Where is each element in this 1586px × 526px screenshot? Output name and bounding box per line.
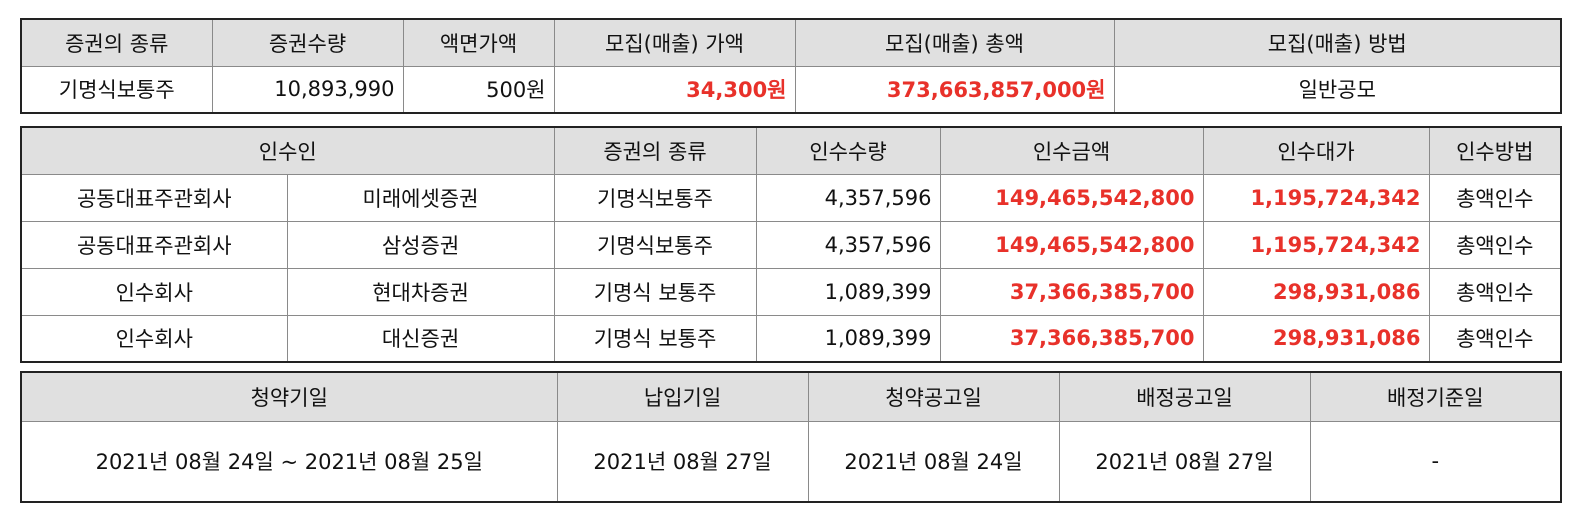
security-quantity: 10,893,990 (211, 65, 404, 114)
underwriter-role: 인수회사 (20, 314, 288, 363)
underwriters-header-row: 인수인 증권의 종류 인수수량 인수금액 인수대가 인수방법 (20, 126, 1562, 175)
par-value: 500원 (402, 65, 555, 114)
allotment-record-date: - (1309, 420, 1562, 503)
header-par-value: 액면가액 (402, 18, 555, 67)
header-quantity: 증권수량 (211, 18, 404, 67)
underwriter-role: 공동대표주관회사 (20, 173, 288, 222)
security-type: 기명식보통주 (553, 173, 757, 222)
header-offer-price: 모집(매출) 가액 (553, 18, 796, 67)
offer-method: 일반공모 (1113, 65, 1562, 114)
table-row: 공동대표주관회사 삼성증권 기명식보통주 4,357,596 149,465,5… (20, 220, 1562, 269)
header-underwrite-amount: 인수금액 (939, 126, 1204, 175)
underwriter-name: 대신증권 (286, 314, 555, 363)
header-underwrite-method: 인수방법 (1428, 126, 1562, 175)
table-row: 인수회사 대신증권 기명식 보통주 1,089,399 37,366,385,7… (20, 314, 1562, 363)
underwrite-method: 총액인수 (1428, 314, 1562, 363)
header-underwriter: 인수인 (20, 126, 555, 175)
underwriter-role: 공동대표주관회사 (20, 220, 288, 269)
underwriter-name: 현대차증권 (286, 267, 555, 316)
underwrite-quantity: 1,089,399 (755, 267, 941, 316)
schedule-table: 청약기일 납입기일 청약공고일 배정공고일 배정기준일 2021년 08월 24… (20, 371, 1562, 503)
offer-total: 373,663,857,000원 (794, 65, 1115, 114)
header-underwrite-quantity: 인수수량 (755, 126, 941, 175)
underwrite-quantity: 4,357,596 (755, 220, 941, 269)
header-subscription-date: 청약기일 (20, 371, 558, 422)
underwrite-fee: 1,195,724,342 (1202, 173, 1430, 222)
offering-header-row: 증권의 종류 증권수량 액면가액 모집(매출) 가액 모집(매출) 총액 모집(… (20, 18, 1562, 67)
offering-data-row: 기명식보통주 10,893,990 500원 34,300원 373,663,8… (20, 65, 1562, 114)
schedule-data-row: 2021년 08월 24일 ~ 2021년 08월 25일 2021년 08월 … (20, 420, 1562, 503)
underwrite-fee: 298,931,086 (1202, 267, 1430, 316)
underwrite-quantity: 4,357,596 (755, 173, 941, 222)
header-subscription-notice-date: 청약공고일 (807, 371, 1060, 422)
header-offer-total: 모집(매출) 총액 (794, 18, 1115, 67)
subscription-notice-date: 2021년 08월 24일 (807, 420, 1060, 503)
underwrite-amount: 149,465,542,800 (939, 173, 1204, 222)
offering-table: 증권의 종류 증권수량 액면가액 모집(매출) 가액 모집(매출) 총액 모집(… (20, 18, 1562, 114)
underwrite-method: 총액인수 (1428, 267, 1562, 316)
security-type: 기명식보통주 (553, 220, 757, 269)
underwrite-method: 총액인수 (1428, 173, 1562, 222)
underwriter-name: 삼성증권 (286, 220, 555, 269)
header-payment-date: 납입기일 (556, 371, 809, 422)
underwriters-table: 인수인 증권의 종류 인수수량 인수금액 인수대가 인수방법 공동대표주관회사 … (20, 126, 1562, 363)
underwrite-method: 총액인수 (1428, 220, 1562, 269)
underwrite-amount: 37,366,385,700 (939, 314, 1204, 363)
underwriter-role: 인수회사 (20, 267, 288, 316)
table-row: 공동대표주관회사 미래에셋증권 기명식보통주 4,357,596 149,465… (20, 173, 1562, 222)
offer-price: 34,300원 (553, 65, 796, 114)
payment-date: 2021년 08월 27일 (556, 420, 809, 503)
underwrite-amount: 37,366,385,700 (939, 267, 1204, 316)
header-security-type: 증권의 종류 (553, 126, 757, 175)
underwrite-quantity: 1,089,399 (755, 314, 941, 363)
underwrite-fee: 298,931,086 (1202, 314, 1430, 363)
header-underwrite-fee: 인수대가 (1202, 126, 1430, 175)
security-type: 기명식 보통주 (553, 267, 757, 316)
allotment-notice-date: 2021년 08월 27일 (1058, 420, 1311, 503)
header-allotment-record-date: 배정기준일 (1309, 371, 1562, 422)
security-type: 기명식 보통주 (553, 314, 757, 363)
subscription-date: 2021년 08월 24일 ~ 2021년 08월 25일 (20, 420, 558, 503)
schedule-header-row: 청약기일 납입기일 청약공고일 배정공고일 배정기준일 (20, 371, 1562, 422)
header-offer-method: 모집(매출) 방법 (1113, 18, 1562, 67)
header-allotment-notice-date: 배정공고일 (1058, 371, 1311, 422)
underwriter-name: 미래에셋증권 (286, 173, 555, 222)
underwrite-fee: 1,195,724,342 (1202, 220, 1430, 269)
underwrite-amount: 149,465,542,800 (939, 220, 1204, 269)
header-security-type: 증권의 종류 (20, 18, 213, 67)
table-row: 인수회사 현대차증권 기명식 보통주 1,089,399 37,366,385,… (20, 267, 1562, 316)
security-type: 기명식보통주 (20, 65, 213, 114)
